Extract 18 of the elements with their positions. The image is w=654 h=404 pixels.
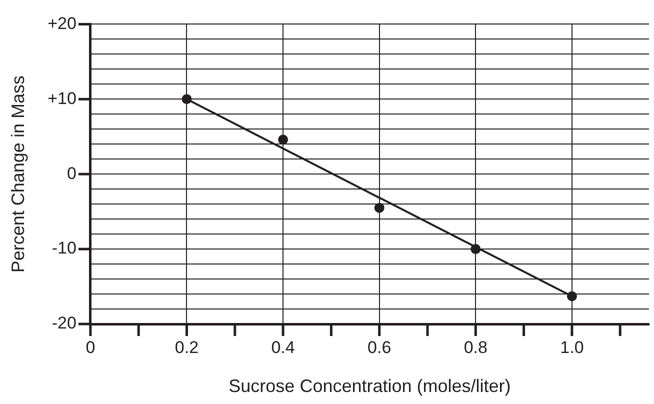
- x-tick-label: 0.6: [368, 338, 392, 357]
- x-tick-label: 0.4: [271, 338, 295, 357]
- point: [470, 244, 481, 254]
- y-tick-label: +10: [48, 88, 76, 108]
- point: [278, 134, 288, 145]
- y-tick-label: +20: [48, 14, 76, 33]
- point: [374, 202, 384, 213]
- x-axis-title: Sucrose Concentration (moles/liter): [228, 376, 511, 396]
- y-axis-title: Percent Change in Mass: [8, 76, 28, 273]
- y-tick-label: -20: [52, 314, 76, 333]
- y-tick-label: -10: [52, 238, 76, 258]
- x-tick-label: 0.8: [464, 338, 488, 357]
- point: [566, 291, 577, 302]
- x-tick-label: 1.0: [560, 338, 584, 357]
- y-tick-label: 0: [66, 164, 76, 183]
- x-tick-label: 0: [86, 338, 96, 357]
- point: [182, 94, 192, 104]
- x-tick-label: 0.2: [174, 338, 199, 357]
